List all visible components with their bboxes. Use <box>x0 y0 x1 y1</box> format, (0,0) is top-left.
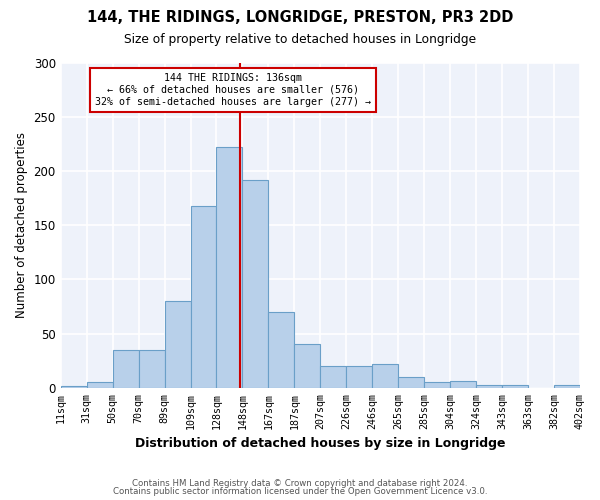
Bar <box>372 364 398 388</box>
Bar <box>295 344 320 388</box>
Text: 144, THE RIDINGS, LONGRIDGE, PRESTON, PR3 2DD: 144, THE RIDINGS, LONGRIDGE, PRESTON, PR… <box>87 10 513 25</box>
Bar <box>502 384 528 388</box>
Bar <box>139 350 164 388</box>
Text: Contains HM Land Registry data © Crown copyright and database right 2024.: Contains HM Land Registry data © Crown c… <box>132 478 468 488</box>
Bar <box>191 206 217 388</box>
Bar <box>164 301 191 388</box>
Bar <box>320 366 346 388</box>
Text: Contains public sector information licensed under the Open Government Licence v3: Contains public sector information licen… <box>113 487 487 496</box>
Bar <box>113 350 139 388</box>
Bar <box>346 366 372 388</box>
Bar <box>268 312 295 388</box>
X-axis label: Distribution of detached houses by size in Longridge: Distribution of detached houses by size … <box>135 437 506 450</box>
Bar <box>217 147 242 388</box>
Bar <box>424 382 450 388</box>
Bar <box>554 384 580 388</box>
Y-axis label: Number of detached properties: Number of detached properties <box>15 132 28 318</box>
Bar <box>450 382 476 388</box>
Bar <box>242 180 268 388</box>
Bar <box>398 377 424 388</box>
Text: Size of property relative to detached houses in Longridge: Size of property relative to detached ho… <box>124 32 476 46</box>
Bar <box>61 386 86 388</box>
Text: 144 THE RIDINGS: 136sqm
← 66% of detached houses are smaller (576)
32% of semi-d: 144 THE RIDINGS: 136sqm ← 66% of detache… <box>95 74 371 106</box>
Bar <box>476 384 502 388</box>
Bar <box>86 382 113 388</box>
